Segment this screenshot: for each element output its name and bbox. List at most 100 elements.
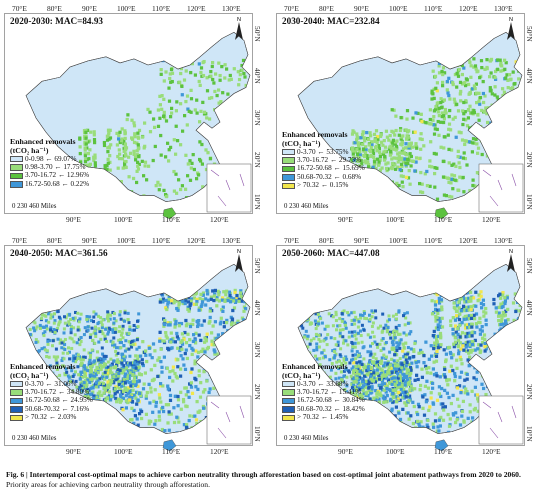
map-svg: N bbox=[276, 13, 525, 220]
scale-bar: 0 230 460 Miles bbox=[284, 435, 329, 442]
lon-tick-label-bottom: 100°E bbox=[386, 215, 405, 224]
lat-tick-label: 40°N bbox=[525, 300, 534, 316]
lat-tick-label: 20°N bbox=[525, 384, 534, 400]
lon-tick-label: 80°E bbox=[319, 4, 334, 13]
map-svg: N bbox=[4, 13, 253, 220]
legend-label: 0-3.70 ← 53.75% bbox=[297, 147, 349, 156]
lon-tick-label-bottom: 90°E bbox=[66, 215, 81, 224]
lon-tick-label: 80°E bbox=[319, 236, 334, 245]
lon-tick-label-bottom: 110°E bbox=[434, 215, 453, 224]
lat-tick-label: 50°N bbox=[525, 26, 534, 42]
lat-tick-label: 10°N bbox=[525, 194, 534, 210]
lon-tick-label-bottom: 100°E bbox=[114, 215, 133, 224]
lon-tick-label-bottom: 120°E bbox=[482, 447, 501, 456]
lon-tick-label-bottom: 100°E bbox=[386, 447, 405, 456]
lon-tick-label: 80°E bbox=[47, 236, 62, 245]
panel-title: 2040-2050: MAC=361.56 bbox=[10, 248, 108, 258]
lon-tick-label: 120°E bbox=[459, 236, 478, 245]
hainan-island bbox=[434, 439, 449, 452]
lat-tick-label: 30°N bbox=[525, 342, 534, 358]
lon-tick-label: 100°E bbox=[117, 236, 136, 245]
lat-tick-label: 50°N bbox=[525, 258, 534, 274]
legend-label: 50.68-70.32 ← 0.68% bbox=[297, 172, 362, 181]
legend-title: Enhanced removals bbox=[10, 137, 76, 146]
north-arrow-icon: N bbox=[507, 17, 515, 40]
legend-entry: 50.68-70.32 ← 18.42% bbox=[282, 405, 365, 413]
map-panel-2040-2050: N 2040-2050: MAC=361.56 70°E 80°E 90°E 100°E 1… bbox=[4, 236, 271, 458]
legend-unit: (tCO₂ ha⁻¹) bbox=[10, 146, 49, 155]
lat-tick-label: 40°N bbox=[253, 300, 262, 316]
lat-tick-label: 10°N bbox=[253, 194, 262, 210]
lon-tick-label: 70°E bbox=[284, 4, 299, 13]
legend-label: 16.72-50.68 ← 30.84% bbox=[297, 396, 365, 405]
legend-label: 0.98-3.70 ← 17.75% bbox=[25, 163, 86, 172]
china-map bbox=[297, 264, 523, 452]
legend-swatch bbox=[282, 174, 295, 181]
panel-title: 2050-2060: MAC=447.08 bbox=[282, 248, 380, 258]
lat-tick-label: 20°N bbox=[253, 152, 262, 168]
south-china-sea-inset bbox=[206, 163, 252, 213]
lon-tick-label-bottom: 120°E bbox=[482, 215, 501, 224]
north-label: N bbox=[509, 249, 513, 255]
lon-tick-label: 130°E bbox=[222, 236, 241, 245]
removal-zones bbox=[78, 57, 249, 201]
legend-swatch bbox=[10, 414, 23, 421]
north-arrow-icon: N bbox=[235, 249, 243, 272]
caption-line-1: Fig. 6 | Intertemporal cost-optimal maps… bbox=[6, 470, 521, 479]
north-arrow-icon: N bbox=[507, 249, 515, 272]
legend-swatch bbox=[282, 157, 295, 164]
legend-entry: 16.72-50.68 ← 30.84% bbox=[282, 396, 365, 405]
legend-label: 16.72-50.68 ← 0.22% bbox=[25, 179, 90, 188]
south-china-sea-inset bbox=[206, 395, 252, 445]
north-arrow-icon: N bbox=[235, 17, 243, 40]
caption-line-2: Priority areas for achieving carbon neut… bbox=[6, 480, 210, 489]
lon-tick-label: 130°E bbox=[494, 4, 513, 13]
lat-tick-label: 40°N bbox=[525, 68, 534, 84]
lat-tick-label: 30°N bbox=[253, 342, 262, 358]
lon-tick-label-bottom: 120°E bbox=[210, 215, 229, 224]
lon-tick-label: 90°E bbox=[82, 236, 97, 245]
lon-tick-label: 100°E bbox=[389, 4, 408, 13]
lon-tick-label-bottom: 110°E bbox=[162, 215, 181, 224]
legend-swatch bbox=[10, 397, 23, 405]
legend-entry: 50.68-70.32 ← 0.68% bbox=[282, 173, 365, 181]
map-svg: N bbox=[276, 245, 525, 452]
scale-bar: 0 230 460 Miles bbox=[12, 435, 57, 442]
hainan-island bbox=[162, 207, 177, 220]
lon-tick-label-bottom: 120°E bbox=[210, 447, 229, 456]
legend-swatch bbox=[10, 389, 23, 396]
legend-entry: 3.70-16.72 ← 12.96% bbox=[10, 171, 89, 180]
legend-swatch bbox=[10, 155, 23, 163]
lon-tick-label: 120°E bbox=[187, 4, 206, 13]
legend-entry: 0-3.70 ← 33.88% bbox=[282, 380, 365, 388]
map-legend: Enhanced removals (tCO₂ ha⁻¹) 0-3.70 ← 33.… bbox=[282, 362, 365, 422]
lon-tick-label-bottom: 90°E bbox=[338, 447, 353, 456]
map-legend: Enhanced removals (tCO₂ ha⁻¹) 0-3.70 ← 31.… bbox=[10, 362, 93, 422]
legend-swatch bbox=[282, 406, 295, 413]
legend-label: > 70.32 ← 0.15% bbox=[297, 181, 349, 190]
south-china-sea-inset bbox=[478, 163, 524, 213]
legend-label: 0-3.70 ← 31.06% bbox=[25, 379, 77, 388]
legend-entry: 0-0.98 ← 69.07% bbox=[10, 155, 89, 163]
lon-tick-label-bottom: 90°E bbox=[66, 447, 81, 456]
legend-entry: > 70.32 ← 1.45% bbox=[282, 413, 365, 422]
hainan-island bbox=[162, 439, 177, 452]
lon-tick-label: 70°E bbox=[12, 4, 27, 13]
removal-zones bbox=[300, 289, 522, 434]
legend-swatch bbox=[282, 397, 295, 405]
lat-tick-label: 20°N bbox=[525, 152, 534, 168]
lat-tick-label: 30°N bbox=[253, 110, 262, 126]
scale-bar: 0 230 460 Miles bbox=[284, 203, 329, 210]
south-china-sea-inset bbox=[478, 395, 524, 445]
legend-swatch bbox=[10, 164, 23, 171]
legend-entry: 3.70-16.72 ← 29.73% bbox=[282, 156, 365, 164]
lon-tick-label: 130°E bbox=[494, 236, 513, 245]
lon-tick-label: 90°E bbox=[82, 4, 97, 13]
legend-swatch bbox=[10, 406, 23, 413]
lat-tick-label: 50°N bbox=[253, 26, 262, 42]
lon-tick-label: 110°E bbox=[424, 4, 443, 13]
legend-label: > 70.32 ← 2.03% bbox=[25, 413, 77, 422]
lon-tick-label: 80°E bbox=[47, 4, 62, 13]
map-panel-2030-2040: N 2030-2040: MAC=232.84 70°E 80°E 90°E 100°E 1… bbox=[276, 4, 543, 226]
legend-title: Enhanced removals bbox=[10, 362, 76, 371]
